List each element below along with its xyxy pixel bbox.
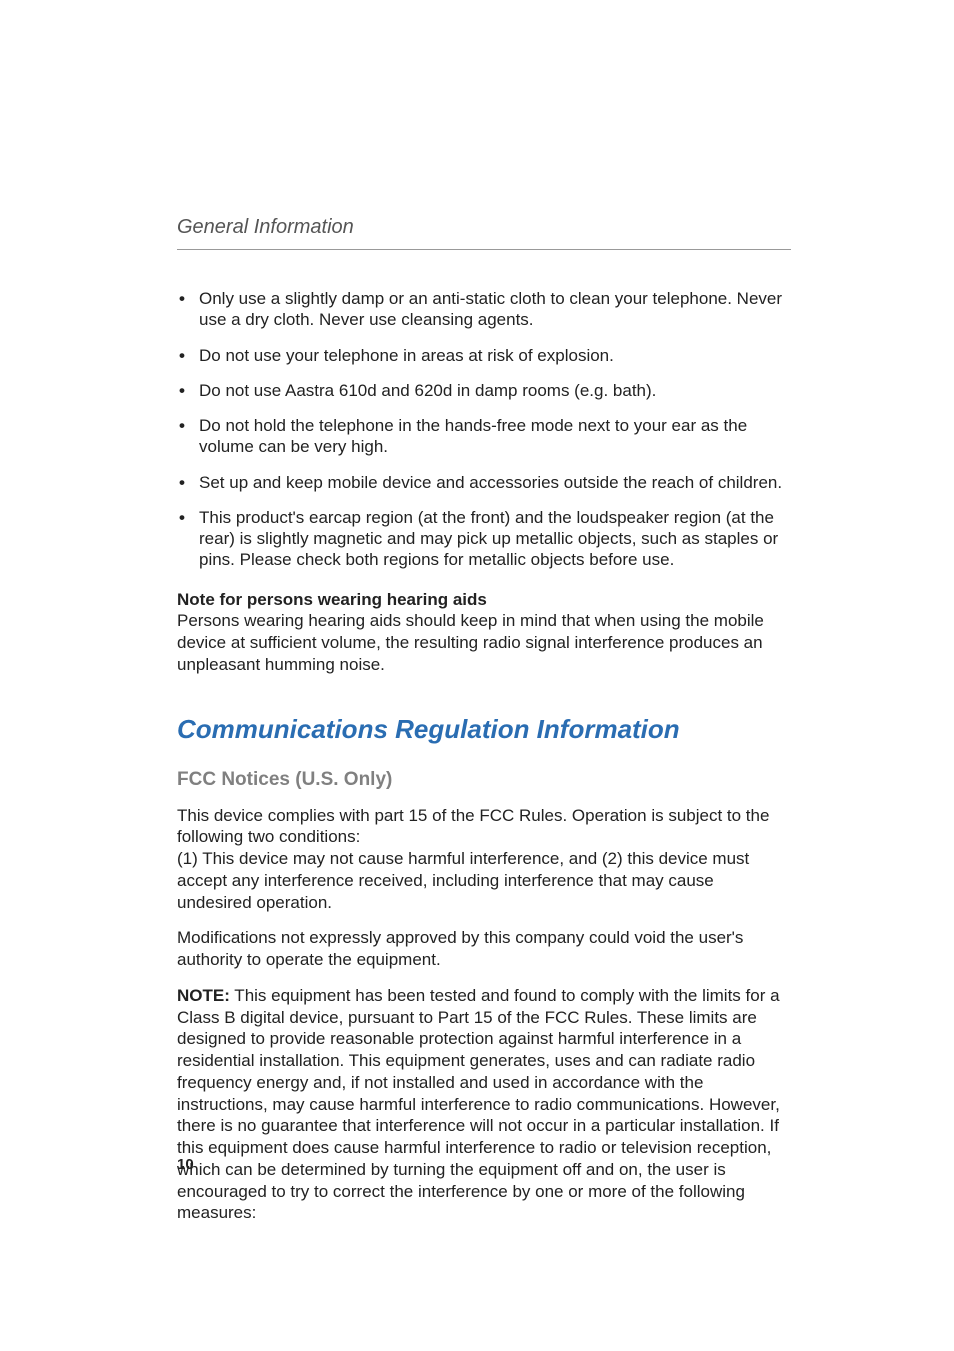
list-item: This product's earcap region (at the fro…: [199, 507, 791, 571]
list-item: Do not hold the telephone in the hands-f…: [199, 415, 791, 458]
note-body: Persons wearing hearing aids should keep…: [177, 610, 791, 675]
list-item: Set up and keep mobile device and access…: [199, 472, 791, 493]
note-heading: Note for persons wearing hearing aids: [177, 590, 487, 609]
subsection-title: FCC Notices (U.S. Only): [177, 769, 791, 791]
section-title: Communications Regulation Information: [177, 714, 791, 745]
page-number: 10: [177, 1156, 194, 1173]
fcc-paragraph-1b: (1) This device may not cause harmful in…: [177, 848, 791, 913]
fcc-note-paragraph: NOTE: This equipment has been tested and…: [177, 985, 791, 1224]
list-item: Only use a slightly damp or an anti-stat…: [199, 288, 791, 331]
fcc-paragraph-1a: This device complies with part 15 of the…: [177, 805, 791, 849]
list-item: Do not use Aastra 610d and 620d in damp …: [199, 380, 791, 401]
safety-bullet-list: Only use a slightly damp or an anti-stat…: [199, 288, 791, 571]
page-content: General Information Only use a slightly …: [177, 216, 791, 1238]
hearing-aid-note: Note for persons wearing hearing aids Pe…: [177, 589, 791, 676]
running-head: General Information: [177, 216, 791, 250]
list-item: Do not use your telephone in areas at ri…: [199, 345, 791, 366]
fcc-note-body: This equipment has been tested and found…: [177, 986, 780, 1223]
fcc-paragraph-2: Modifications not expressly approved by …: [177, 927, 791, 971]
fcc-note-label: NOTE:: [177, 986, 230, 1005]
